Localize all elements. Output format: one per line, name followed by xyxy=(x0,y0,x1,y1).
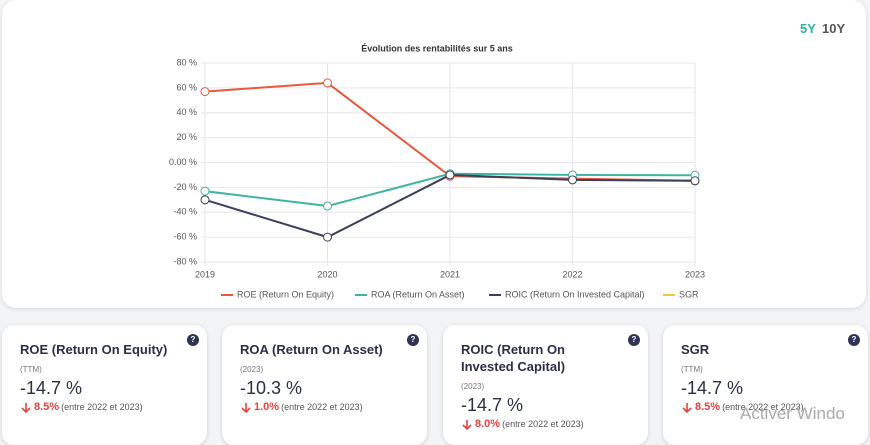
card-period: (TTM) xyxy=(681,365,703,374)
legend-label: SGR xyxy=(679,289,699,299)
card-change: 1.0% (entre 2022 et 2023) xyxy=(240,399,400,416)
x-tick-label: 2022 xyxy=(562,269,582,279)
down-arrow xyxy=(462,419,472,430)
card-period: (2023) xyxy=(461,382,485,391)
x-tick-label: 2019 xyxy=(195,269,215,279)
y-tick-label: 0.00 % xyxy=(169,157,197,167)
metric-card: ? ROA (Return On Asset) (2023) -10.3 % 1.0%(… xyxy=(222,325,427,445)
y-tick-label: -80 % xyxy=(173,256,197,266)
chart-panel: Évolution des rentabilités sur 5 ans 80 … xyxy=(2,0,866,308)
data-point xyxy=(323,201,332,211)
y-tick-label: -20 % xyxy=(173,182,197,192)
card-body: SGR (TTM) -14.7 % 8.5% (entre 2022 et 2023) xyxy=(681,341,841,416)
card-title: SGR xyxy=(681,342,710,357)
data-point xyxy=(200,87,210,97)
card-change-value: 1.0% xyxy=(254,401,280,413)
card-body: ROIC (Return On Invested Capital) (2023) -… xyxy=(461,341,621,433)
y-tick-label: 60 % xyxy=(176,82,197,92)
card-value: -14.7 % xyxy=(681,378,744,398)
y-tick-label: 40 % xyxy=(176,107,197,117)
card-body: ROE (Return On Equity) (TTM) -14.7 % 8.5% (e… xyxy=(20,341,180,416)
card-value: -14.7 % xyxy=(461,395,524,415)
toggle-10y[interactable]: 10Y xyxy=(822,21,846,36)
y-tick-label: 80 % xyxy=(176,57,197,67)
help-icon[interactable]: ? xyxy=(407,334,419,346)
legend-label: ROE (Return On Equity) xyxy=(237,289,334,299)
help-icon[interactable]: ? xyxy=(848,334,860,346)
data-point xyxy=(323,78,332,88)
help-icon[interactable]: ? xyxy=(628,334,640,346)
card-note: (entre 2022 et 2023) xyxy=(502,419,584,429)
card-body: ROA (Return On Asset) (2023) -10.3 % 1.0% (e… xyxy=(240,341,400,416)
metric-card: ? SGR (TTM) -14.7 % 8.5% (entre 2022 et 2023) xyxy=(663,325,868,445)
chart-title: Évolution des rentabilités sur 5 ans xyxy=(361,43,513,53)
metric-card: ? ROE (Return On Equity) (TTM) -14.7 % 8.5%(… xyxy=(2,325,207,445)
data-point xyxy=(568,175,577,185)
card-note: (entre 2022 et 2023) xyxy=(722,402,804,412)
down-arrow xyxy=(682,402,692,413)
data-point xyxy=(200,186,210,196)
card-period: (TTM) xyxy=(20,365,42,374)
watermark: Activer Windo xyxy=(740,404,845,423)
legend-label: ROA (Return On Asset) xyxy=(371,289,465,299)
card-period: (2023) xyxy=(240,365,264,374)
card-change-value: 8.5% xyxy=(695,401,721,413)
card-change: 8.5% (entre 2022 et 2023) xyxy=(681,399,841,416)
data-point xyxy=(690,176,700,186)
card-note: (entre 2022 et 2023) xyxy=(61,402,143,412)
card-title: ROE (Return On Equity) xyxy=(20,342,168,357)
card-change-value: 8.5% xyxy=(34,401,60,413)
card-change-value: 8.0% xyxy=(475,418,501,430)
y-tick-label: -60 % xyxy=(173,232,197,242)
down-arrow xyxy=(21,402,31,413)
card-value: -10.3 % xyxy=(240,378,303,398)
card-title: ROA (Return On Asset) xyxy=(240,342,383,357)
card-value: -14.7 % xyxy=(20,378,83,398)
data-point xyxy=(200,195,210,205)
down-arrow xyxy=(241,402,251,413)
x-tick-label: 2023 xyxy=(685,269,705,279)
card-note: (entre 2022 et 2023) xyxy=(281,402,363,412)
card-change: 8.0% (entre 2022 et 2023) xyxy=(461,416,621,433)
y-tick-label: 20 % xyxy=(176,132,197,142)
data-point xyxy=(323,232,332,242)
metric-card: ? ROIC (Return On Invested Capital) (2023)… xyxy=(443,325,648,445)
y-tick-label: -40 % xyxy=(173,207,197,217)
card-change: 8.5% (entre 2022 et 2023) xyxy=(20,399,180,416)
chart: Évolution des rentabilités sur 5 ans 80 … xyxy=(169,43,705,299)
help-icon[interactable]: ? xyxy=(187,334,199,346)
x-tick-label: 2021 xyxy=(440,269,460,279)
toggle-5y[interactable]: 5Y xyxy=(800,21,816,36)
data-point xyxy=(445,170,455,180)
card-title: ROIC (Return On Invested Capital) xyxy=(461,342,566,374)
legend-label: ROIC (Return On Invested Capital) xyxy=(505,289,645,299)
x-tick-label: 2020 xyxy=(317,269,337,279)
